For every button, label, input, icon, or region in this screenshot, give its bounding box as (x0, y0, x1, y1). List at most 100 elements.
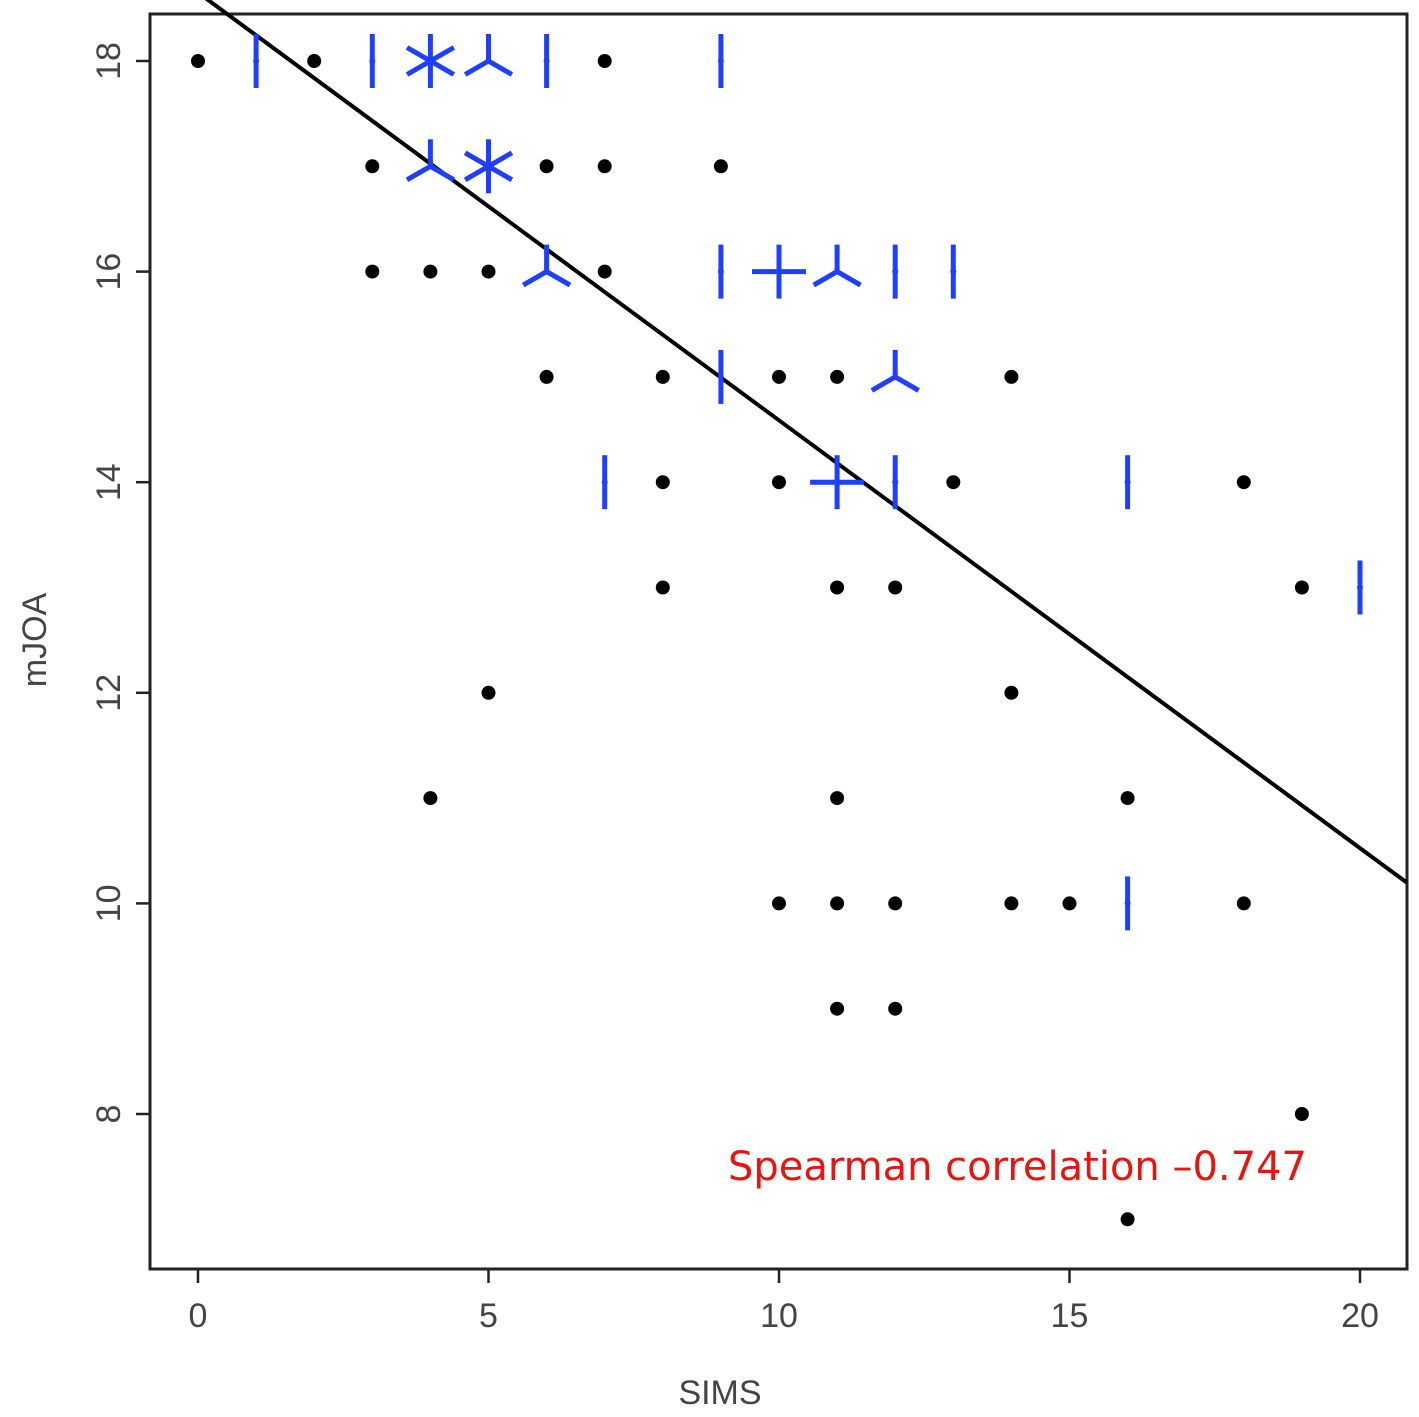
y-tick-label: 16 (90, 253, 128, 291)
data-point (772, 896, 786, 911)
x-tick-label: 10 (760, 1297, 798, 1335)
plot-frame (148, 12, 1409, 1271)
sunflower-petal (487, 58, 514, 77)
sunflower-petal (812, 269, 839, 288)
sunflower-petal (405, 58, 432, 77)
y-axis: 8 10 12 14 16 18 (90, 42, 150, 1123)
data-point (597, 54, 612, 68)
data-point (946, 475, 961, 490)
sunflower-petal (405, 45, 432, 64)
data-point (1004, 896, 1019, 911)
sunflower-point (717, 349, 724, 404)
data-point (830, 580, 845, 595)
data-point (772, 369, 786, 384)
data-point (655, 369, 670, 384)
data-point (1062, 896, 1077, 911)
data-point (830, 1001, 845, 1016)
regression-line-layer (204, 0, 1408, 884)
sunflower-center (717, 268, 724, 275)
data-point (888, 896, 903, 911)
sunflower-center (1357, 584, 1363, 591)
sunflower-point (892, 455, 899, 510)
data-point (597, 264, 612, 279)
regression-line (204, 0, 1408, 884)
data-point (1004, 685, 1019, 700)
sunflower-petal (545, 269, 572, 288)
sunflower-point (521, 244, 572, 288)
sunflower-center (253, 58, 260, 64)
sunflower-petal (521, 269, 548, 288)
sunflower-point (463, 139, 514, 194)
y-tick-label: 10 (90, 884, 128, 922)
sunflower-center (892, 268, 899, 275)
sunflower-center (1124, 479, 1131, 486)
data-point (307, 54, 322, 68)
sunflower-point (405, 139, 456, 182)
sunflower-center (1124, 900, 1131, 907)
sunflower-center (427, 163, 434, 170)
sunflower-center (369, 58, 376, 64)
sunflower-petal (405, 164, 432, 182)
sunflower-point (812, 244, 862, 288)
sunflower-center (892, 479, 899, 486)
x-axis-label: SIMS (678, 1374, 761, 1412)
sunflower-petal (463, 150, 490, 169)
data-point (539, 369, 554, 384)
x-tick-label: 5 (479, 1297, 498, 1335)
sunflower-point (1124, 876, 1131, 931)
sunflower-point (463, 34, 514, 77)
sunflower-petal (429, 45, 456, 64)
sunflower-center (543, 268, 550, 275)
data-point (713, 159, 728, 174)
sunflower-point (870, 349, 920, 393)
sunflower-center (717, 373, 724, 380)
sunflower-point (1124, 455, 1131, 510)
sunflower-petal (429, 164, 456, 182)
points-layer (191, 54, 1309, 1227)
y-tick-label: 8 (90, 1105, 128, 1124)
data-point (830, 896, 845, 911)
sunflower-petal (893, 374, 920, 393)
data-point (597, 159, 612, 174)
data-point (830, 369, 845, 384)
data-point (539, 159, 554, 174)
data-point (423, 791, 438, 806)
sunflower-center (543, 58, 550, 64)
sunflower-point (253, 34, 260, 88)
x-tick-label: 0 (189, 1297, 208, 1335)
sunflower-point (405, 34, 456, 88)
x-axis: 0 5 10 15 20 (189, 1269, 1379, 1335)
sunflower-petal (487, 150, 514, 169)
sunflower-petal (463, 58, 490, 77)
sunflower-point (717, 34, 724, 88)
data-point (481, 264, 496, 279)
data-point (365, 264, 380, 279)
data-point (191, 54, 205, 68)
data-point (1120, 791, 1135, 806)
sunflower-center (485, 58, 492, 64)
y-tick-label: 18 (90, 42, 128, 80)
x-tick-label: 20 (1341, 1297, 1379, 1335)
sunflower-point (892, 244, 899, 299)
sunflower-center (427, 58, 434, 64)
data-point (1236, 896, 1251, 911)
data-point (423, 264, 438, 279)
sunflower-center (950, 268, 957, 275)
sunflower-petal (463, 164, 490, 182)
sunflower-center (717, 58, 724, 64)
sunflower-point (1357, 560, 1363, 615)
sunflower-center (485, 163, 492, 170)
spearman-annotation: Spearman correlation –0.747 (728, 1144, 1307, 1190)
data-point (655, 580, 670, 595)
y-tick-label: 14 (90, 463, 128, 501)
y-tick-label: 12 (90, 674, 128, 712)
sunflower-petal (429, 58, 456, 77)
data-point (365, 159, 380, 174)
data-point (655, 475, 670, 490)
sunflower-point (950, 244, 957, 299)
sunflower-petal (870, 374, 897, 393)
sunflower-center (834, 479, 841, 486)
sunflower-petal (835, 269, 862, 288)
